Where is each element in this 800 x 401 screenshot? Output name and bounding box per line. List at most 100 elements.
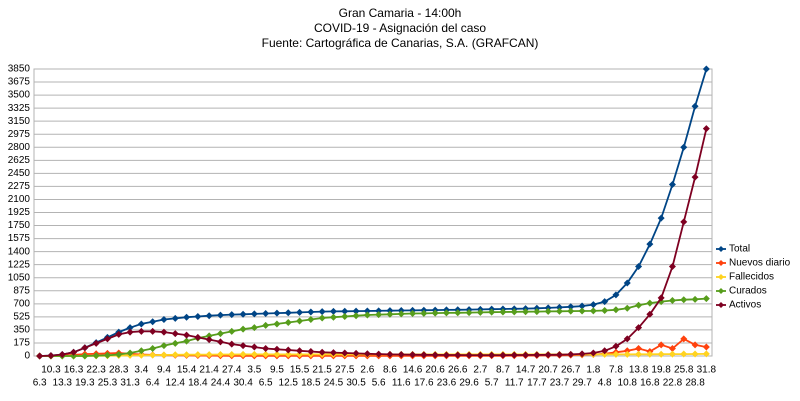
data-point	[216, 330, 224, 338]
data-point	[702, 65, 710, 73]
data-point	[691, 350, 699, 358]
data-point	[171, 351, 179, 359]
x-tick-label: 6.3	[33, 378, 47, 389]
data-point	[239, 350, 247, 358]
data-point	[680, 335, 688, 343]
data-point	[262, 310, 270, 318]
x-tick-label: 24.4	[211, 378, 231, 389]
data-point	[160, 342, 168, 350]
y-tick-label: 1225	[8, 259, 31, 270]
data-point	[544, 351, 552, 359]
data-point	[510, 308, 518, 316]
data-point	[183, 331, 191, 339]
y-tick-label: 525	[13, 312, 30, 323]
data-point	[533, 351, 541, 359]
data-point	[81, 352, 89, 360]
data-point	[702, 343, 710, 351]
data-point	[589, 307, 597, 315]
legend-label: Curados	[729, 286, 767, 297]
x-tick-label: 14.6	[403, 365, 423, 376]
data-point	[668, 345, 676, 353]
data-point	[635, 263, 643, 271]
x-tick-label: 7.8	[609, 365, 623, 376]
data-point	[442, 351, 450, 359]
legend-marker	[718, 274, 724, 280]
y-tick-label: 175	[13, 338, 30, 349]
data-point	[307, 308, 315, 316]
data-point	[657, 341, 665, 349]
data-point	[183, 313, 191, 321]
x-tick-label: 25.8	[674, 365, 694, 376]
data-point	[522, 351, 530, 359]
data-point	[680, 143, 688, 151]
data-point	[702, 350, 710, 358]
data-point	[397, 351, 405, 359]
x-tick-label: 17.7	[527, 378, 547, 389]
data-point	[36, 352, 44, 360]
data-point	[137, 351, 145, 359]
x-tick-label: 15.5	[290, 365, 310, 376]
x-tick-label: 31.8	[697, 365, 717, 376]
data-point	[149, 318, 157, 326]
legend-label: Activos	[729, 300, 761, 311]
x-tick-label: 21.4	[199, 365, 219, 376]
data-point	[386, 307, 394, 315]
data-point	[137, 320, 145, 328]
data-point	[205, 351, 213, 359]
legend-label: Nuevos diario	[729, 258, 791, 269]
y-tick-label: 1750	[8, 220, 31, 231]
x-tick-label: 5.7	[485, 378, 499, 389]
data-point	[623, 335, 631, 343]
data-point	[488, 351, 496, 359]
y-tick-label: 3500	[8, 90, 31, 101]
data-point	[70, 352, 78, 360]
data-point	[250, 324, 258, 332]
x-tick-label: 21.5	[312, 365, 332, 376]
data-point	[386, 350, 394, 358]
data-point	[126, 349, 134, 357]
y-tick-label: 3150	[8, 116, 31, 127]
data-point	[623, 347, 631, 355]
x-tick-label: 27.4	[222, 365, 242, 376]
x-tick-label: 13.8	[629, 365, 649, 376]
series-line	[39, 128, 708, 357]
data-point	[273, 320, 281, 328]
data-point	[228, 340, 236, 348]
data-point	[635, 324, 643, 332]
data-point	[341, 307, 349, 315]
chart-subtitle: Fuente: Cartográfica de Canarias, S.A. (…	[262, 36, 539, 50]
data-point	[352, 349, 360, 357]
data-point	[160, 328, 168, 336]
data-point	[171, 314, 179, 322]
data-point	[228, 311, 236, 319]
y-tick-label: 2975	[8, 129, 31, 140]
data-point	[454, 309, 462, 317]
y-tick-label: 0	[24, 351, 30, 362]
data-point	[239, 325, 247, 333]
data-point	[296, 308, 304, 316]
y-tick-label: 1925	[8, 207, 31, 218]
data-point	[544, 304, 552, 312]
x-tick-label: 25.3	[98, 378, 118, 389]
data-point	[691, 173, 699, 181]
data-point	[262, 345, 270, 353]
x-tick-label: 30.5	[346, 378, 366, 389]
data-point	[205, 332, 213, 340]
data-point	[205, 312, 213, 320]
data-point	[216, 311, 224, 319]
data-point	[702, 295, 710, 303]
x-tick-label: 14.7	[516, 365, 536, 376]
legend-marker	[718, 246, 724, 252]
x-tick-label: 24.5	[324, 378, 344, 389]
data-point	[442, 309, 450, 317]
data-point	[544, 307, 552, 315]
data-point	[668, 263, 676, 271]
x-tick-label: 10.8	[618, 378, 638, 389]
data-point	[601, 347, 609, 355]
x-tick-label: 12.5	[279, 378, 299, 389]
data-point	[205, 336, 213, 344]
y-tick-label: 875	[13, 285, 30, 296]
data-point	[273, 350, 281, 358]
x-tick-label: 19.3	[75, 378, 95, 389]
